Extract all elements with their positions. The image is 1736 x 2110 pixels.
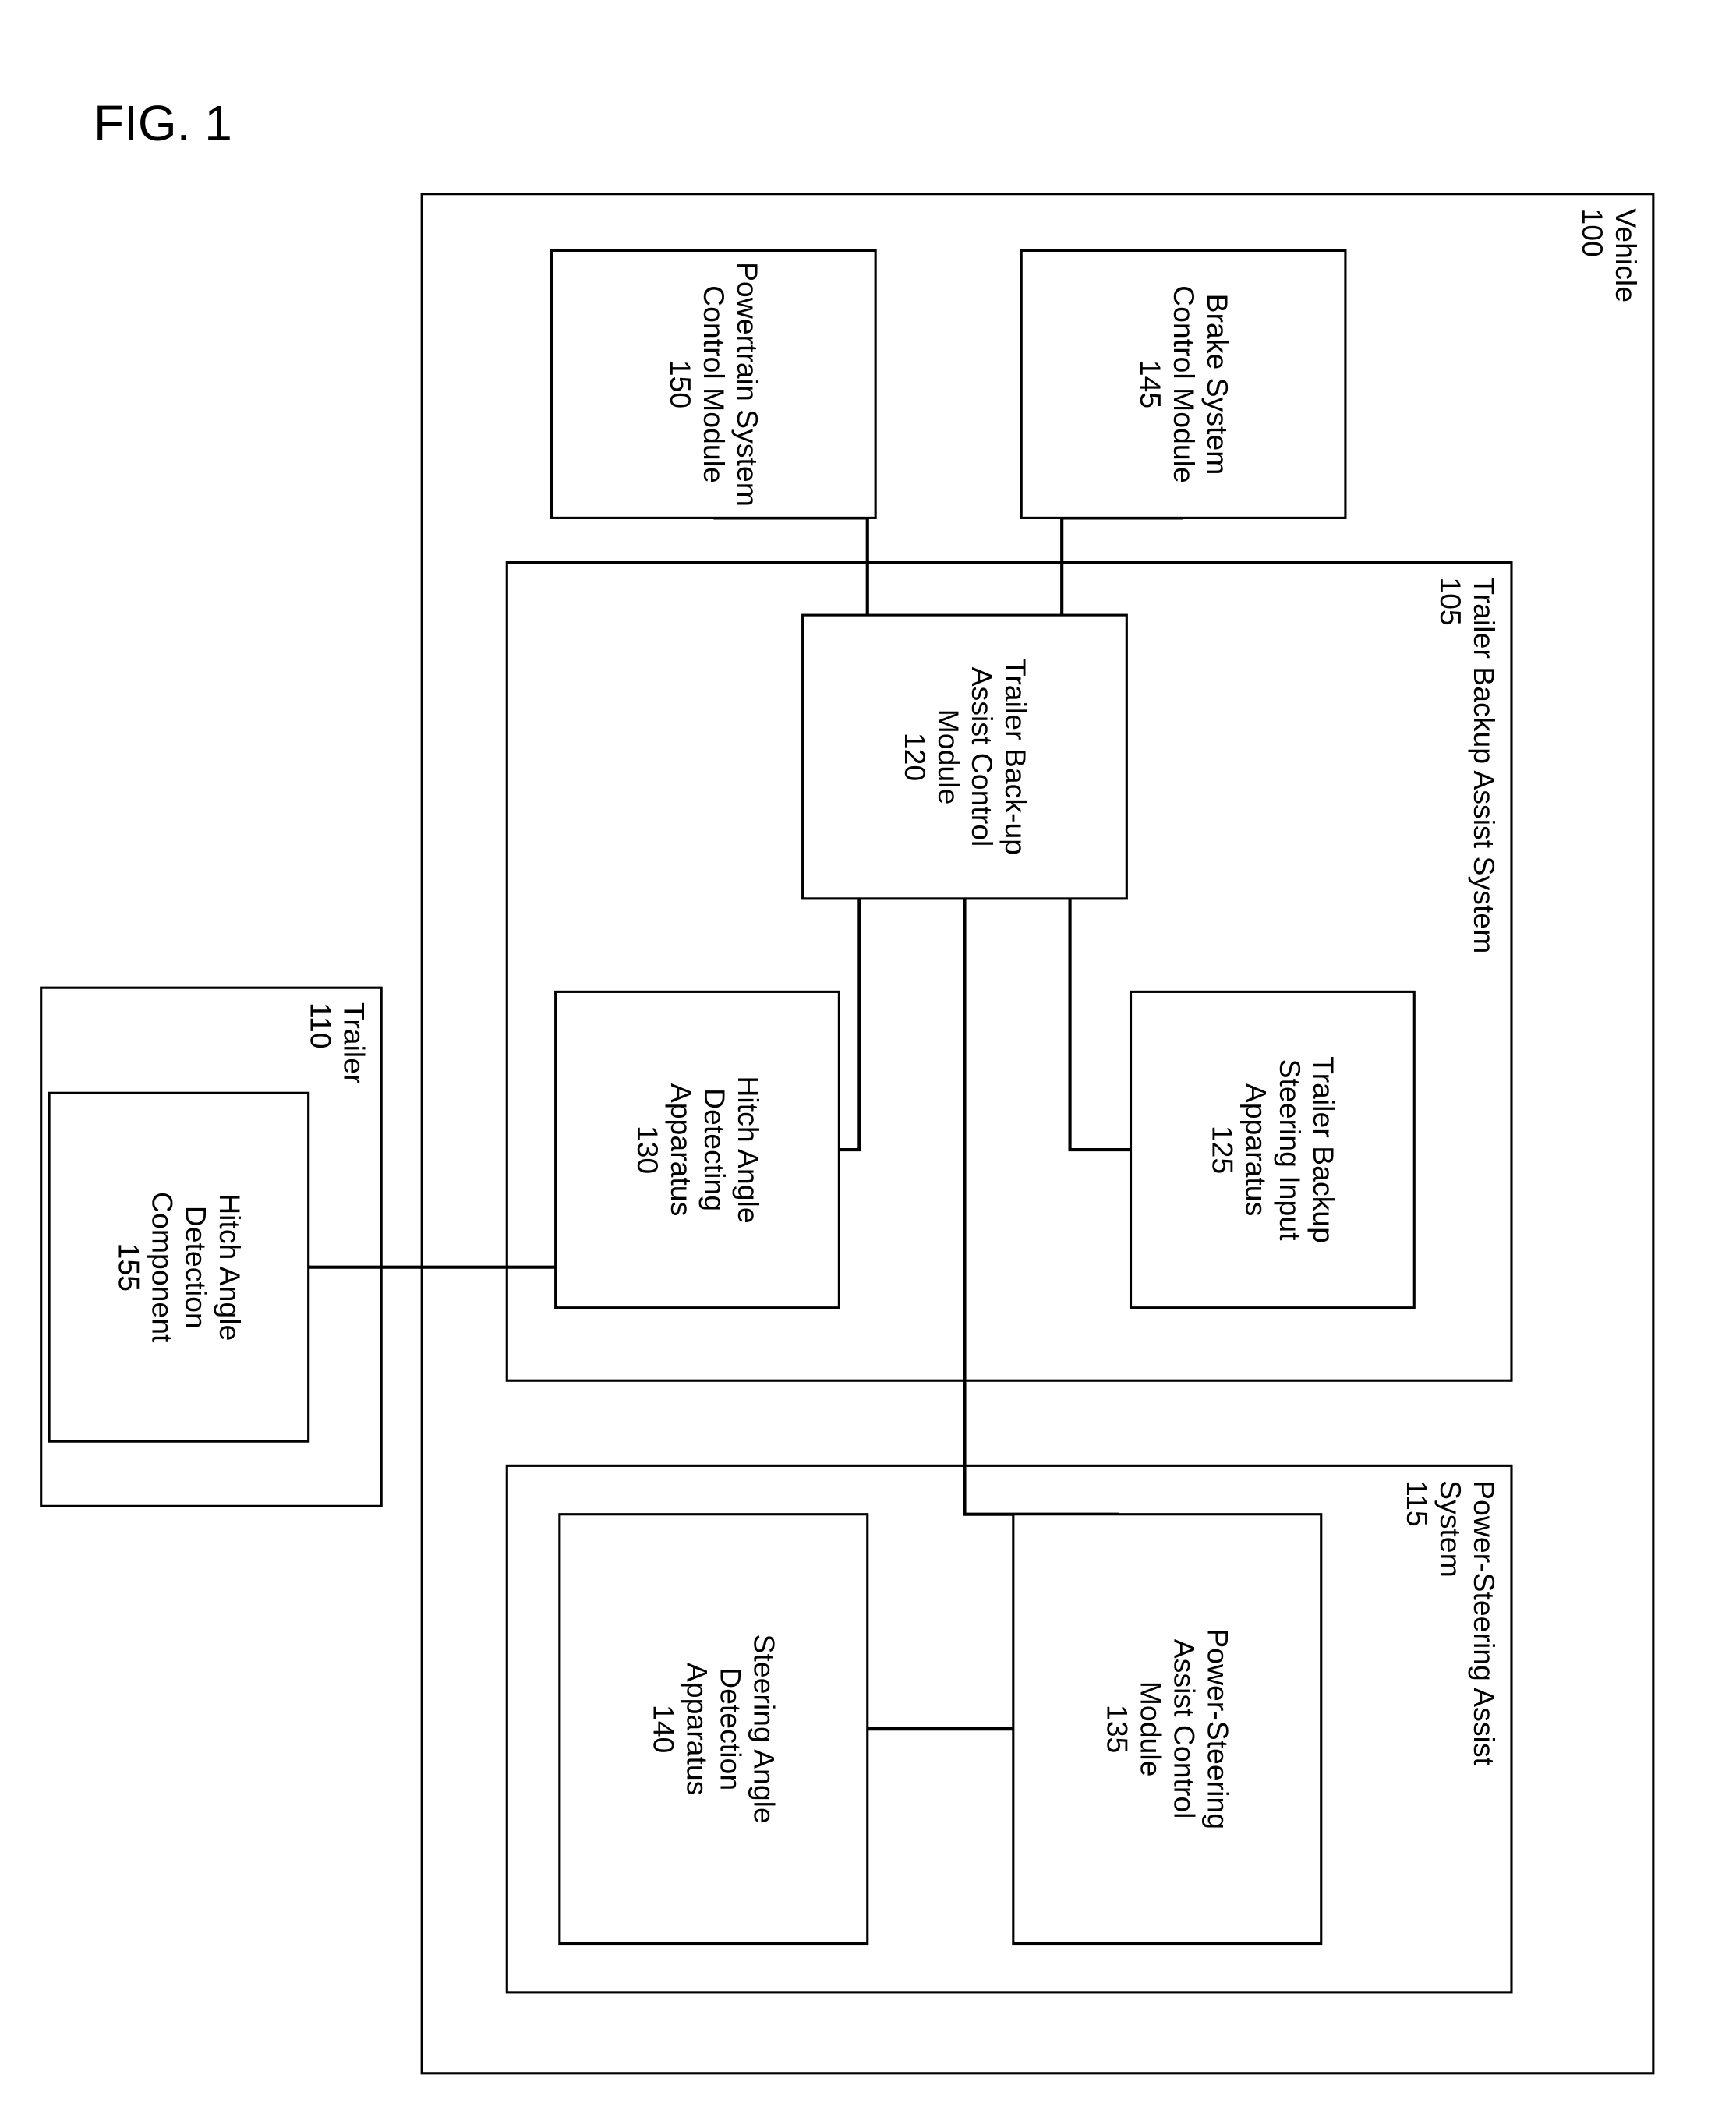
tbacm-label: Assist Control (966, 667, 999, 847)
tbas-label: Trailer Backup Assist System (1468, 577, 1501, 953)
hada-label: Hitch Angle (732, 1076, 765, 1223)
brake-label: Brake System (1201, 294, 1234, 475)
psas-label: 115 (1401, 1480, 1434, 1527)
brake-label: 145 (1134, 360, 1167, 408)
hadc-label: Hitch Angle (214, 1193, 246, 1341)
hadc-label: Component (147, 1192, 179, 1343)
sada-label: Steering Angle (748, 1634, 781, 1823)
psas-label: System (1434, 1480, 1467, 1578)
sada-label: Detection (715, 1667, 748, 1790)
tbsia-label: 125 (1207, 1126, 1239, 1174)
brake-label: Control Module (1168, 285, 1200, 483)
trailer-label: Trailer (338, 1002, 370, 1084)
vehicle-label: 100 (1576, 208, 1609, 256)
tbacm-label: Trailer Back-up (999, 659, 1032, 855)
tbacm-label: 120 (899, 733, 932, 781)
hadc-label: Detection (180, 1206, 213, 1329)
tbacm-label: Module (932, 709, 965, 805)
powertrain-label: 150 (664, 360, 697, 408)
tbsia-label: Steering Input (1274, 1059, 1306, 1242)
psacm-label: Module (1135, 1681, 1168, 1777)
powertrain-label: Control Module (698, 285, 730, 483)
hada-label: 130 (631, 1126, 664, 1174)
figure-root: FIG. 1 Vehicle100 Trailer110 Trailer Backup… (0, 0, 1736, 2110)
vehicle-label: Vehicle (1610, 208, 1642, 302)
sada-label: Apparatus (681, 1663, 714, 1796)
powertrain-label: Powertrain System (731, 262, 764, 507)
tbsia-label: Apparatus (1240, 1083, 1273, 1217)
psacm-label: 135 (1101, 1705, 1134, 1753)
sada-label: 140 (648, 1705, 681, 1753)
hada-label: Apparatus (665, 1083, 698, 1217)
trailer-label: 110 (304, 1002, 337, 1049)
hadc-label: 155 (113, 1243, 146, 1292)
tbas-label: 105 (1434, 577, 1467, 625)
psacm-label: Power-Steering (1202, 1628, 1235, 1829)
psacm-label: Assist Control (1169, 1639, 1201, 1819)
figure-title: FIG. 1 (94, 95, 232, 151)
hada-label: Detecting (698, 1088, 731, 1211)
psas-label: Power-Steering Assist (1468, 1480, 1501, 1766)
tbsia-label: Trailer Backup (1307, 1056, 1340, 1243)
